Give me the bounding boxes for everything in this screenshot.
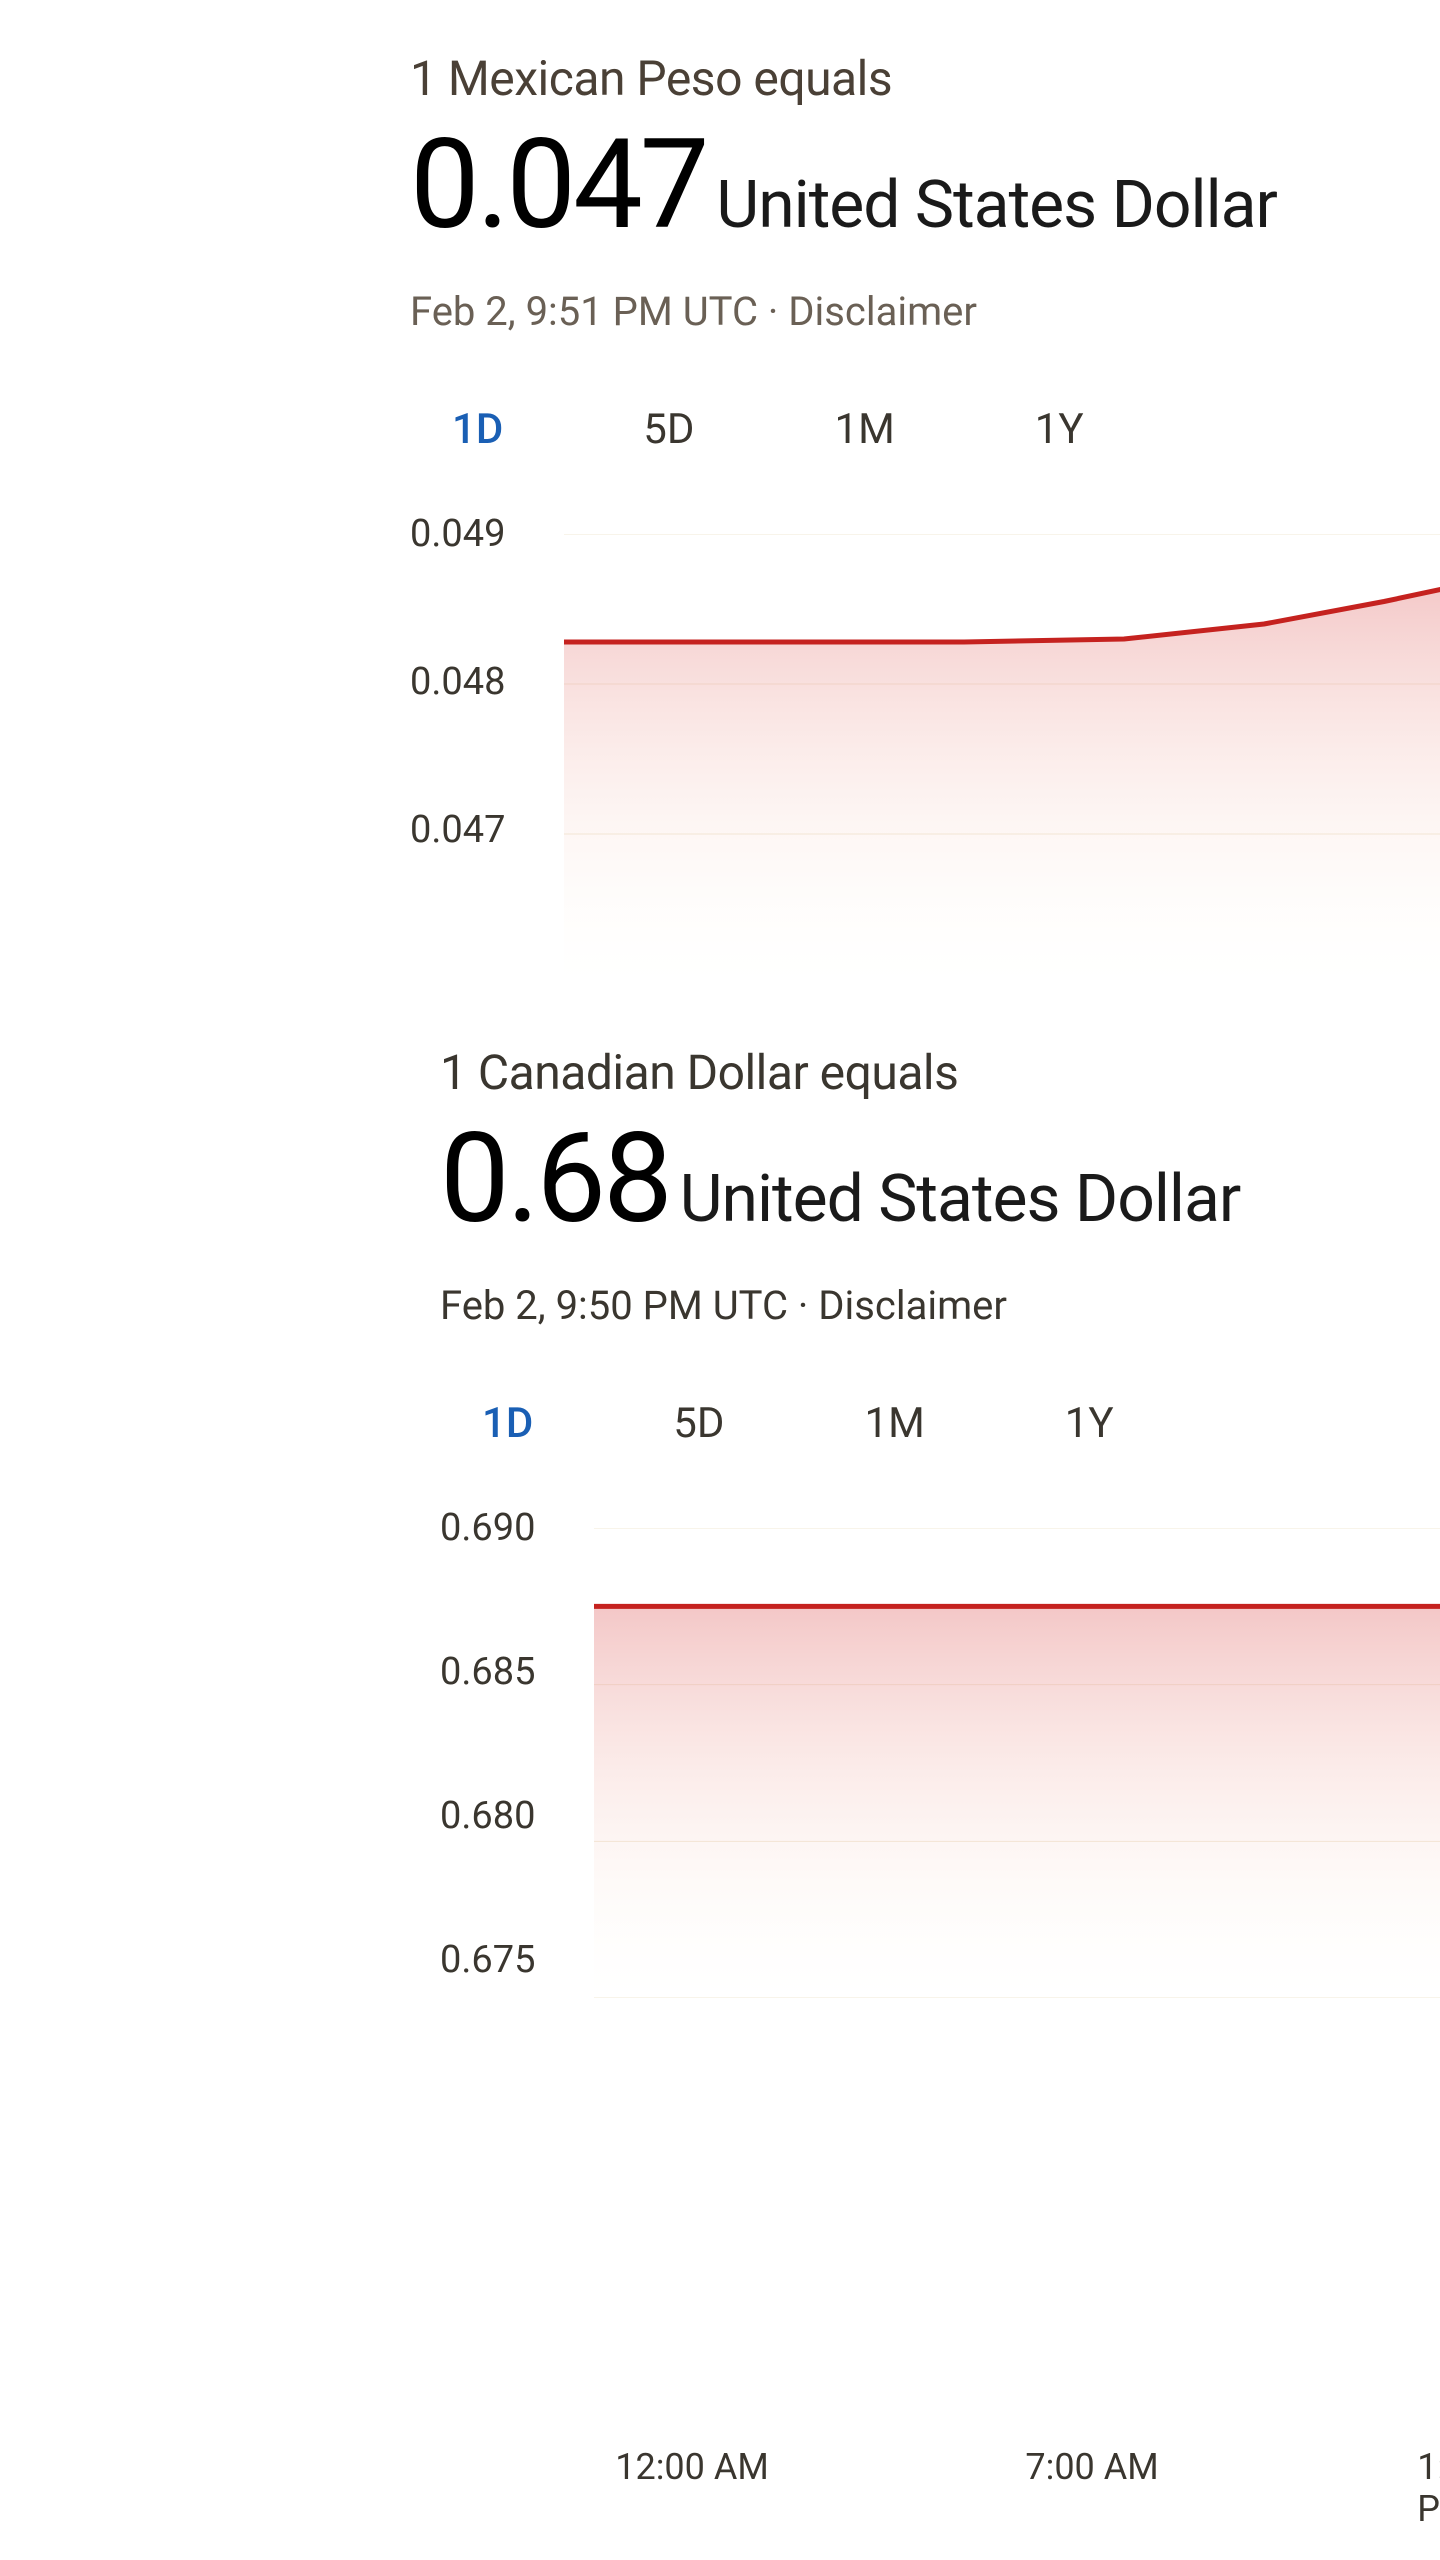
panel-inner: 1 Canadian Dollar equals 0.68 United Sta… — [440, 1044, 1440, 2048]
x-tick-label: 12:00 AM — [615, 2446, 769, 2488]
x-tick-label: 7:00 AM — [1025, 2446, 1158, 2488]
chart-area: 0.690 0.685 0.680 0.675 12:00 AM 7:00 AM… — [440, 1528, 1440, 2048]
y-tick-label: 0.049 — [410, 512, 505, 556]
currency-panel-cad-usd: 1 Canadian Dollar equals 0.68 United Sta… — [0, 994, 1440, 2048]
separator: · — [788, 1282, 818, 1329]
chart-svg-holder[interactable] — [564, 534, 1440, 984]
tab-1y[interactable]: 1Y — [1035, 405, 1084, 454]
rate-unit: United States Dollar — [680, 1161, 1241, 1238]
currency-panel-mxn-usd: 1 Mexican Peso equals 0.047 United State… — [0, 0, 1440, 994]
panel-inner: 1 Mexican Peso equals 0.047 United State… — [410, 50, 1440, 994]
chart-area: 0.049 0.048 0.047 — [410, 534, 1440, 994]
disclaimer-link[interactable]: Disclaimer — [788, 288, 977, 335]
y-tick-label: 0.690 — [440, 1506, 535, 1550]
rate-unit: United States Dollar — [716, 167, 1277, 244]
tab-1y[interactable]: 1Y — [1065, 1399, 1114, 1448]
from-currency-line: 1 Mexican Peso equals — [410, 50, 1440, 107]
time-range-tabs: 1D 5D 1M 1Y — [440, 1399, 1440, 1448]
tab-1d[interactable]: 1D — [452, 405, 503, 454]
time-range-tabs: 1D 5D 1M 1Y — [410, 405, 1440, 454]
timestamp: Feb 2, 9:51 PM UTC — [410, 288, 758, 335]
from-currency-line: 1 Canadian Dollar equals — [440, 1044, 1440, 1101]
x-axis-labels: 12:00 AM 7:00 AM 1:00 PM — [538, 2446, 1440, 2486]
tab-5d[interactable]: 5D — [673, 1399, 724, 1448]
chart-svg-holder[interactable] — [594, 1528, 1440, 1998]
y-tick-label: 0.047 — [410, 808, 505, 852]
rate-line: 0.68 United States Dollar — [440, 1107, 1440, 1252]
rate-value: 0.68 — [440, 1107, 670, 1252]
rate-line: 0.047 United States Dollar — [410, 113, 1440, 258]
y-tick-label: 0.685 — [440, 1650, 535, 1694]
y-tick-label: 0.680 — [440, 1794, 535, 1838]
timestamp: Feb 2, 9:50 PM UTC — [440, 1282, 788, 1329]
tab-1d[interactable]: 1D — [482, 1399, 533, 1448]
meta-line: Feb 2, 9:50 PM UTC · Disclaimer — [440, 1282, 1440, 1329]
separator: · — [758, 288, 788, 335]
meta-line: Feb 2, 9:51 PM UTC · Disclaimer — [410, 288, 1440, 335]
x-tick-label: 1:00 PM — [1417, 2446, 1440, 2530]
y-tick-label: 0.675 — [440, 1938, 535, 1982]
disclaimer-link[interactable]: Disclaimer — [818, 1282, 1007, 1329]
rate-value: 0.047 — [410, 113, 706, 258]
tab-5d[interactable]: 5D — [643, 405, 694, 454]
tab-1m[interactable]: 1M — [864, 1399, 924, 1448]
y-tick-label: 0.048 — [410, 660, 505, 704]
tab-1m[interactable]: 1M — [834, 405, 894, 454]
